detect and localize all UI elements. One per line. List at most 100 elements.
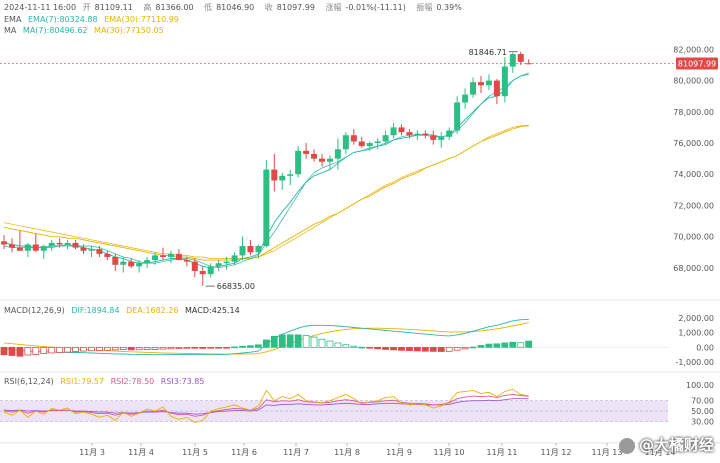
macd-bar xyxy=(103,346,111,351)
macd-bar xyxy=(501,342,509,348)
macd-bar xyxy=(270,335,278,348)
rsi2-value: RSI2:78.50 xyxy=(110,377,155,386)
candle-body xyxy=(152,255,159,261)
macd-bar xyxy=(310,336,318,348)
macd-bar xyxy=(398,346,405,351)
macd-bar xyxy=(135,346,143,351)
candle-body xyxy=(374,141,381,144)
candle-body xyxy=(96,249,103,254)
candle-body xyxy=(422,133,429,136)
grid xyxy=(0,299,720,444)
candle-body xyxy=(112,256,119,265)
macd-histogram xyxy=(0,334,533,357)
macd-legend[interactable]: MACD(12,26,9) DIF:1894.84 DEA:1682.26 MA… xyxy=(4,306,244,316)
macd-bar xyxy=(151,346,159,350)
candle-body xyxy=(287,174,294,176)
rsi3-line xyxy=(3,398,529,415)
macd-bar xyxy=(517,342,525,348)
candle-body xyxy=(247,246,254,253)
candle-body xyxy=(462,94,469,103)
dea-value: DEA:1682.26 xyxy=(126,306,179,315)
candle-body xyxy=(175,253,182,261)
candle-body xyxy=(88,249,95,251)
rsi-band-fill xyxy=(0,400,668,422)
y-tick-label: 72,000.00 xyxy=(673,201,714,210)
y-tick-label: 30.00 xyxy=(691,417,714,426)
rsi1-line xyxy=(3,388,529,423)
candle-body xyxy=(358,141,365,147)
macd-bar xyxy=(80,346,87,352)
candle-body xyxy=(493,80,500,97)
x-tick-label: 11月 12 xyxy=(541,448,572,457)
x-tick-label: 11月 11 xyxy=(487,448,518,457)
ma7-value: MA(7):80496.62 xyxy=(22,26,88,35)
y-tick-label: 2,000.00 xyxy=(678,314,714,323)
watermark: @大橘财经 xyxy=(618,434,714,455)
candle-body xyxy=(350,135,357,142)
ma-legend[interactable]: MA MA(7):80496.62 MA(30):77150.05 xyxy=(4,26,168,36)
macd-bar xyxy=(413,346,421,352)
amplitude-item: 振幅 0.39% xyxy=(416,3,462,12)
macd-bar xyxy=(231,346,238,349)
macd-bar xyxy=(342,344,350,348)
y-tick-label: -1,000.00 xyxy=(675,358,714,367)
macd-bar xyxy=(167,346,175,350)
macd-bar xyxy=(24,346,32,356)
rsi1-value: RSI1:79.57 xyxy=(60,377,105,386)
x-tick-label: 11月 8 xyxy=(334,448,360,457)
macd-bar xyxy=(469,346,477,349)
candle-body xyxy=(390,127,397,136)
candle-body xyxy=(16,247,23,251)
macd-bar xyxy=(56,346,64,353)
low-label: 66835.00 xyxy=(217,282,255,291)
candle-body xyxy=(1,241,7,245)
x-tick-label: 11月 7 xyxy=(283,448,309,457)
ma30-line xyxy=(3,124,529,259)
candle-body xyxy=(223,261,230,264)
candle-body xyxy=(295,150,302,175)
y-tick-label: 82,000.00 xyxy=(673,45,714,54)
macd-bar xyxy=(239,345,246,348)
candle-body xyxy=(207,266,214,275)
y-tick-label: 0.00 xyxy=(696,343,714,352)
candle-body xyxy=(311,153,318,159)
candle-body xyxy=(120,261,127,265)
candle-body xyxy=(215,263,222,267)
candle-body xyxy=(40,246,47,251)
candle-body xyxy=(398,127,405,133)
rsi3-value: RSI3:73.85 xyxy=(160,377,205,386)
timestamp: 2024-11-11 16:00 xyxy=(4,3,77,12)
candle-body xyxy=(72,242,79,248)
macd-bar xyxy=(143,346,151,350)
macd-bar xyxy=(16,346,24,357)
rsi-legend[interactable]: RSI(6,12,24) RSI1:79.57 RSI2:78.50 RSI3:… xyxy=(4,377,208,387)
candle-body xyxy=(446,130,453,137)
candle-body xyxy=(144,260,151,264)
candle-body xyxy=(48,242,55,247)
macd-bar xyxy=(175,346,183,349)
macd-bar xyxy=(437,346,445,352)
macd-bar xyxy=(262,339,270,348)
macd-bar xyxy=(334,342,342,348)
macd-bar xyxy=(406,346,413,352)
x-tick-label: 11月 4 xyxy=(128,448,154,457)
ma30-value: MA(30):77150.05 xyxy=(94,26,164,35)
x-tick-label: 11月 5 xyxy=(182,448,208,457)
candle-body xyxy=(430,135,437,140)
macd-bar xyxy=(461,346,469,350)
candle-body xyxy=(191,261,198,272)
candles xyxy=(1,51,532,287)
macd-bar xyxy=(48,346,56,354)
macd-bar xyxy=(445,346,453,352)
ema-legend[interactable]: EMA EMA(7):80324.88 EMA(30):77110.99 xyxy=(4,15,183,25)
y-tick-label: 76,000.00 xyxy=(673,139,714,148)
y-tick-label: 80,000.00 xyxy=(673,77,714,86)
candle-body xyxy=(414,133,421,136)
candle-body xyxy=(199,271,206,275)
macd-bar xyxy=(40,346,48,354)
macd-bar xyxy=(429,346,437,352)
watermark-logo-icon xyxy=(618,437,635,454)
candle-body xyxy=(382,135,389,142)
rsi2-line xyxy=(3,394,529,417)
